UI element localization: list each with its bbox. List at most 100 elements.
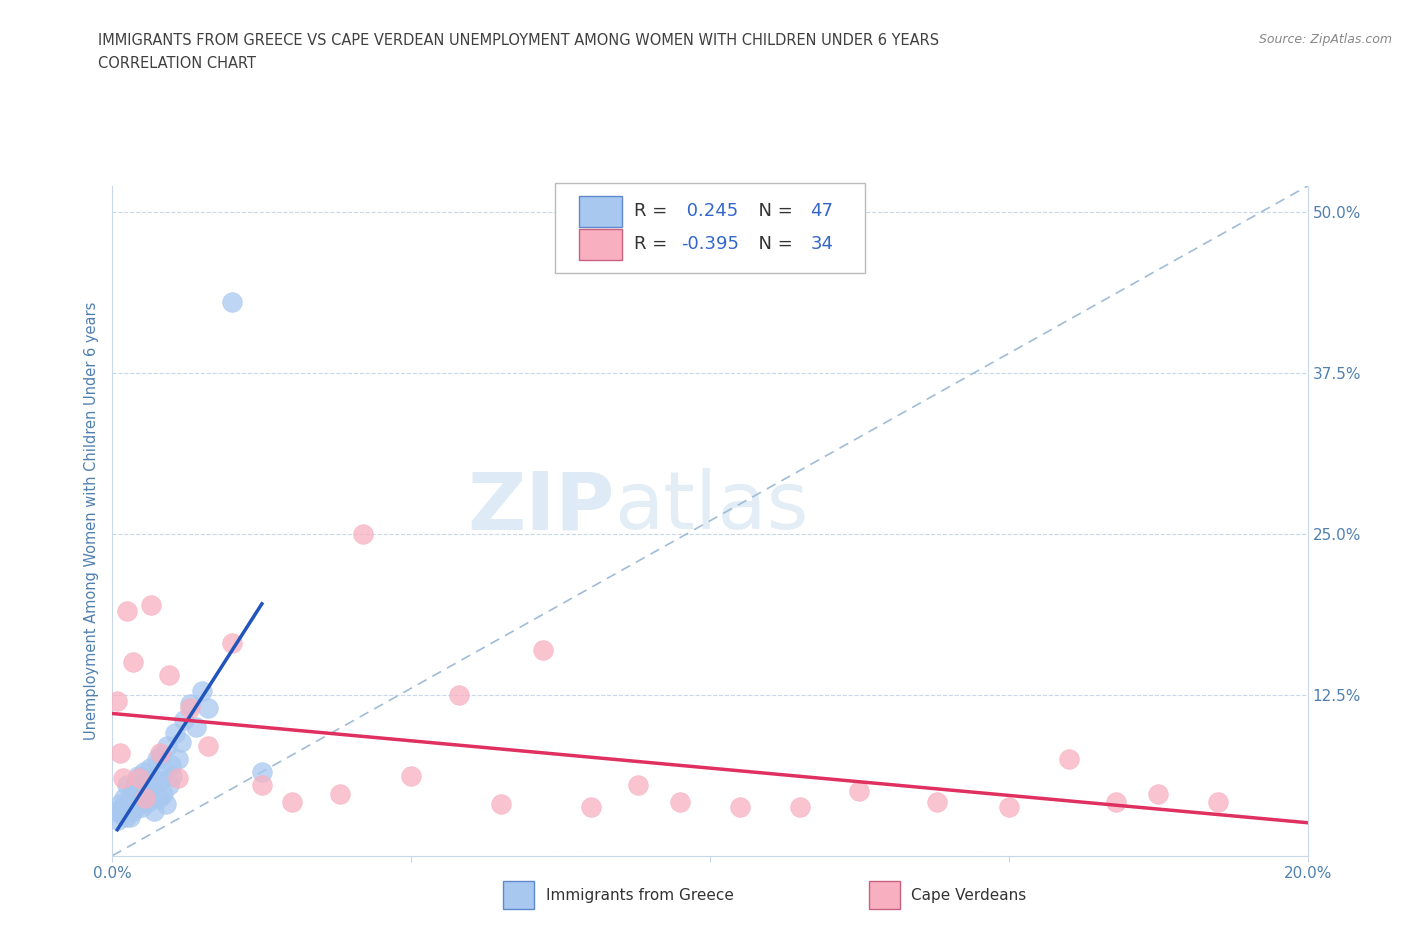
Point (153, 764, 176, 779)
Point (401, 768, 423, 783)
Point (128, 771, 150, 786)
FancyBboxPatch shape (579, 229, 621, 259)
Point (489, 797, 512, 812)
Point (124, 777, 146, 792)
Point (669, 794, 692, 809)
Point (328, 787, 352, 802)
Point (1206, 794, 1229, 809)
Point (134, 787, 156, 802)
Text: CORRELATION CHART: CORRELATION CHART (98, 56, 256, 71)
Point (155, 797, 177, 812)
Point (250, 764, 273, 779)
Point (179, 697, 201, 711)
Point (118, 794, 141, 809)
Point (105, 804, 128, 818)
Point (179, 700, 201, 715)
Text: 34: 34 (810, 235, 834, 253)
Point (143, 804, 166, 818)
Point (281, 794, 304, 809)
Point (221, 636, 243, 651)
Point (579, 799, 602, 814)
Point (129, 784, 152, 799)
Point (117, 604, 139, 618)
Point (122, 804, 145, 818)
Point (146, 751, 169, 766)
Text: atlas: atlas (614, 469, 808, 547)
Point (108, 745, 131, 760)
Point (122, 655, 145, 670)
Point (250, 777, 273, 792)
Point (128, 790, 150, 805)
Text: Immigrants from Greece: Immigrants from Greece (546, 887, 734, 902)
Point (148, 790, 170, 805)
Point (152, 787, 174, 802)
Y-axis label: Unemployment Among Women with Children Under 6 years: Unemployment Among Women with Children U… (84, 301, 100, 740)
Point (156, 738, 179, 753)
Point (112, 771, 135, 786)
FancyBboxPatch shape (869, 882, 900, 909)
Point (108, 797, 131, 812)
Point (531, 642, 554, 657)
Text: N =: N = (747, 235, 799, 253)
Text: Source: ZipAtlas.com: Source: ZipAtlas.com (1258, 33, 1392, 46)
Point (848, 784, 870, 799)
Point (138, 794, 160, 809)
Point (107, 812, 129, 827)
Text: 47: 47 (810, 203, 834, 220)
Point (927, 794, 949, 809)
Point (352, 526, 374, 541)
Point (141, 597, 163, 612)
Point (141, 781, 163, 796)
Point (173, 713, 195, 728)
Text: Cape Verdeans: Cape Verdeans (911, 887, 1026, 902)
Text: 0.245: 0.245 (682, 203, 738, 220)
Point (136, 774, 159, 789)
Point (627, 777, 650, 792)
Point (127, 768, 149, 783)
Point (165, 725, 187, 740)
Point (1147, 787, 1170, 802)
Point (134, 790, 156, 805)
Point (138, 761, 160, 776)
Point (191, 684, 214, 698)
Point (167, 751, 190, 766)
Point (131, 799, 153, 814)
Point (120, 809, 142, 824)
Point (112, 799, 135, 814)
Point (1057, 751, 1080, 766)
Point (142, 771, 165, 786)
Point (221, 295, 243, 310)
Point (149, 774, 172, 789)
FancyBboxPatch shape (579, 196, 621, 227)
Point (105, 694, 128, 709)
Point (117, 777, 139, 792)
Text: R =: R = (634, 235, 672, 253)
Point (125, 799, 148, 814)
Point (167, 771, 190, 786)
Point (121, 787, 143, 802)
Point (149, 745, 172, 760)
Text: -0.395: -0.395 (682, 235, 740, 253)
Point (114, 790, 135, 805)
FancyBboxPatch shape (503, 882, 534, 909)
Text: IMMIGRANTS FROM GREECE VS CAPE VERDEAN UNEMPLOYMENT AMONG WOMEN WITH CHILDREN UN: IMMIGRANTS FROM GREECE VS CAPE VERDEAN U… (98, 33, 939, 47)
Point (150, 748, 173, 763)
Point (998, 799, 1021, 814)
Point (110, 807, 132, 822)
Point (197, 700, 219, 715)
Point (447, 687, 470, 702)
Point (114, 809, 136, 824)
Point (170, 735, 193, 750)
Point (197, 738, 219, 753)
Point (186, 720, 208, 735)
Text: N =: N = (747, 203, 799, 220)
Point (1105, 794, 1128, 809)
Point (162, 768, 183, 783)
Text: ZIP: ZIP (467, 469, 614, 547)
Point (132, 764, 155, 779)
Text: R =: R = (634, 203, 672, 220)
FancyBboxPatch shape (554, 182, 865, 273)
Point (728, 799, 751, 814)
Point (157, 777, 180, 792)
Point (157, 668, 180, 683)
